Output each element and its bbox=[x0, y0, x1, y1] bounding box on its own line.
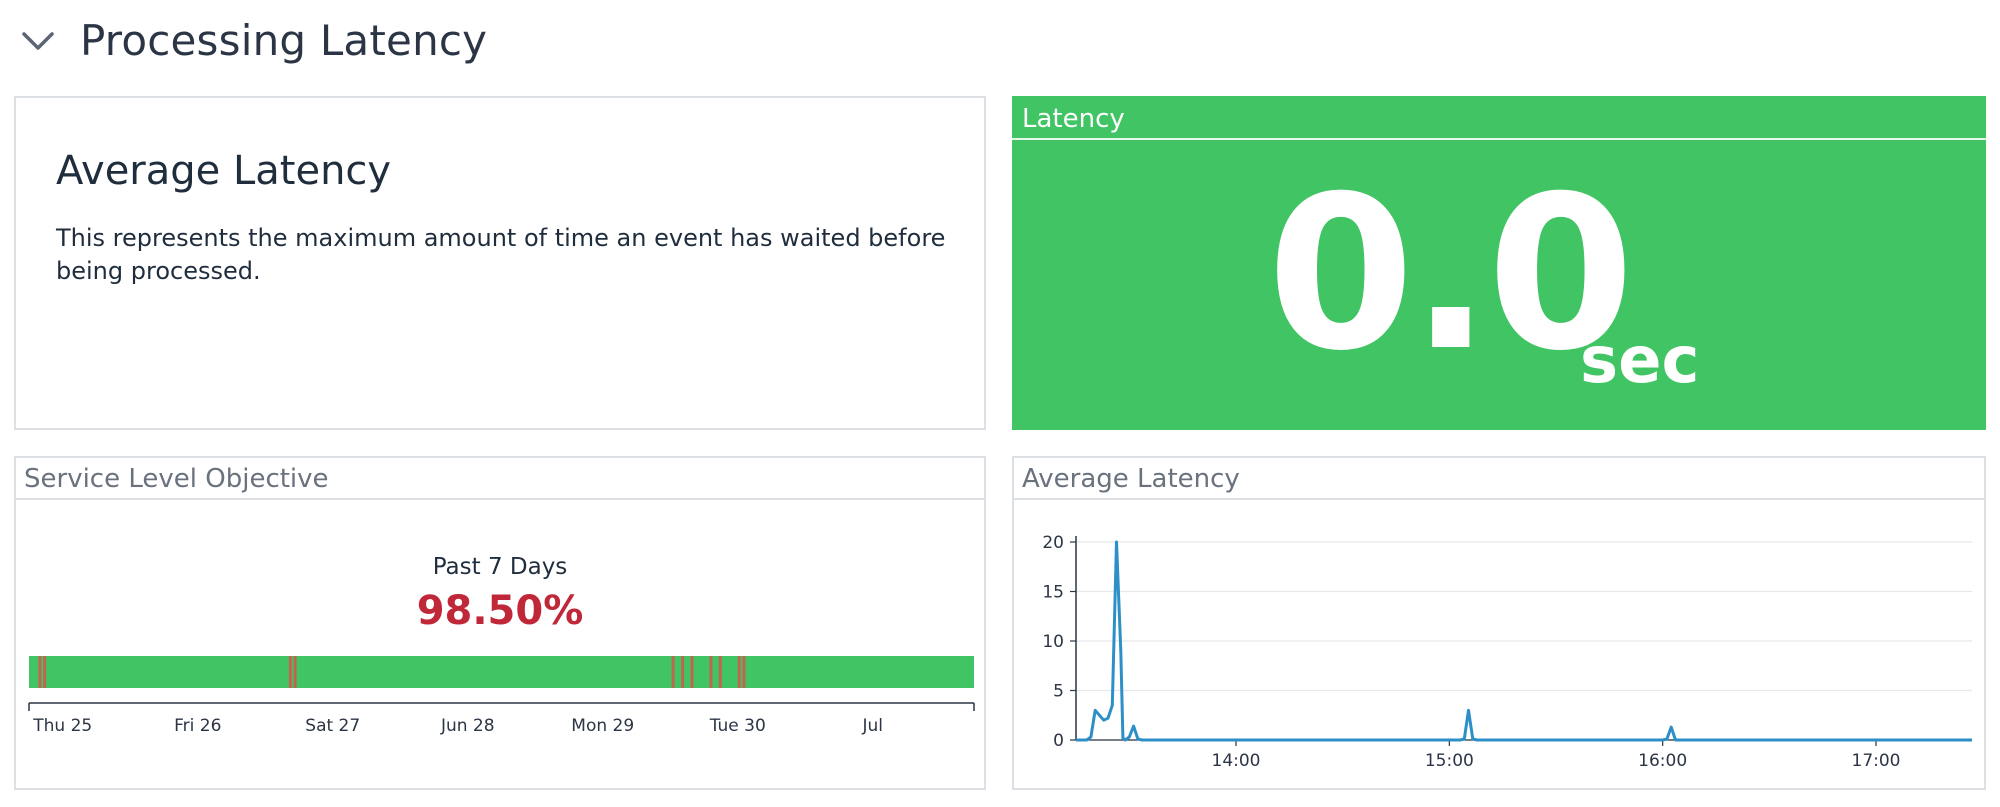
group-header: Processing Latency bbox=[0, 0, 2000, 86]
latency-line-chart[interactable]: 0 5 10 15 20 14:00 15:00 16:00 17:00 bbox=[1014, 502, 1984, 788]
slo-value: 98.50% bbox=[416, 588, 584, 634]
x-tick-label: 14:00 bbox=[1212, 751, 1261, 771]
slo-axis-tick-label: Sat 27 bbox=[305, 716, 360, 736]
latency-query-value-widget[interactable]: Latency 0.0 sec bbox=[1012, 96, 1986, 430]
slo-breach-mark bbox=[718, 656, 722, 688]
slo-axis-tick-label: Jul bbox=[861, 716, 883, 736]
note-heading: Average Latency bbox=[56, 148, 392, 194]
slo-status-bar-chart[interactable]: Thu 25 Fri 26 Sat 27 Jun 28 Mon 29 Tue 30 Jul bbox=[16, 648, 984, 758]
x-tick-label: 15:00 bbox=[1425, 751, 1474, 771]
slo-breach-mark bbox=[709, 656, 713, 688]
slo-breach-mark bbox=[38, 656, 42, 688]
slo-axis-tick-label: Thu 25 bbox=[32, 716, 92, 736]
slo-period-label: Past 7 Days bbox=[432, 554, 568, 580]
panel-title-bar: Service Level Objective bbox=[16, 458, 984, 500]
slo-breach-mark bbox=[742, 656, 746, 688]
timeseries-widget-title: Average Latency bbox=[1022, 464, 1240, 494]
panel-title-bar: Average Latency bbox=[1014, 458, 1984, 500]
slo-breach-mark bbox=[288, 656, 292, 688]
slo-axis-tick-label: Tue 30 bbox=[709, 716, 766, 736]
y-tick-label: 0 bbox=[1053, 731, 1064, 751]
slo-widget-title: Service Level Objective bbox=[24, 464, 329, 494]
latency-series-line[interactable] bbox=[1076, 540, 1972, 742]
slo-axis-tick-label: Jun 28 bbox=[440, 716, 495, 736]
note-body: This represents the maximum amount of ti… bbox=[56, 224, 946, 285]
average-latency-timeseries-widget[interactable]: Average Latency 0 5 10 15 20 14:00 15:00 16:00 1… bbox=[1012, 456, 1986, 790]
latency-widget-title: Latency bbox=[1022, 104, 1125, 134]
slo-breach-mark bbox=[671, 656, 675, 688]
y-tick-label: 10 bbox=[1042, 632, 1064, 652]
slo-uptime-bar bbox=[29, 656, 974, 688]
slo-breach-mark bbox=[681, 656, 685, 688]
note-widget: Average Latency This represents the maxi… bbox=[14, 96, 986, 430]
latency-value: 0.0 bbox=[1267, 150, 1635, 397]
slo-widget[interactable]: Service Level Objective Past 7 Days 98.5… bbox=[14, 456, 986, 790]
slo-breach-mark bbox=[293, 656, 297, 688]
slo-breach-mark bbox=[690, 656, 694, 688]
slo-breach-mark bbox=[737, 656, 741, 688]
panel-title-bar: Latency bbox=[1012, 96, 1986, 140]
group-title: Processing Latency bbox=[80, 16, 488, 65]
chevron-down-icon[interactable] bbox=[18, 20, 58, 60]
latency-unit: sec bbox=[1580, 324, 1700, 398]
y-tick-label: 5 bbox=[1053, 682, 1064, 702]
y-tick-label: 15 bbox=[1042, 583, 1064, 603]
x-tick-label: 17:00 bbox=[1852, 751, 1901, 771]
y-tick-label: 20 bbox=[1042, 533, 1064, 553]
slo-axis-tick-label: Mon 29 bbox=[571, 716, 634, 736]
slo-breach-mark bbox=[43, 656, 47, 688]
slo-axis-tick-label: Fri 26 bbox=[174, 716, 221, 736]
x-tick-label: 16:00 bbox=[1638, 751, 1687, 771]
